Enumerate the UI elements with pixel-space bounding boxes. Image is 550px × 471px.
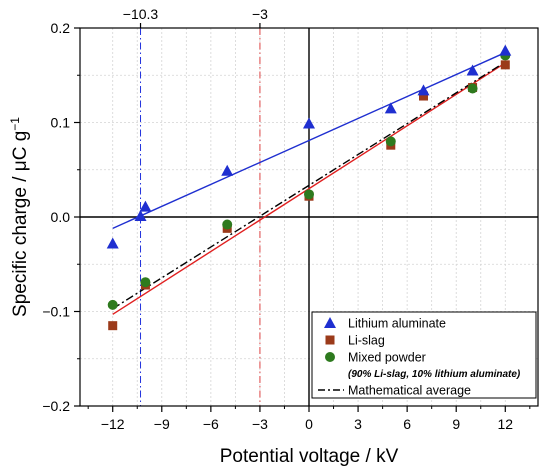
data-point-circle [107, 299, 118, 310]
fit-lines [112, 51, 506, 315]
x-tick-label: −3 [252, 416, 268, 432]
x-tick-label: 3 [354, 416, 362, 432]
legend-marker [325, 335, 335, 345]
zero-lines [80, 28, 538, 406]
data-point-circle [140, 277, 151, 288]
axis-ticks [74, 23, 531, 412]
data-point-triangle [106, 237, 119, 249]
data-point-triangle [303, 117, 315, 129]
legend-label: Mixed powder [348, 351, 426, 365]
data-point-triangle [384, 102, 397, 114]
x-tick-labels: −12 −9 −6 −3 0 3 6 9 12 [101, 416, 513, 432]
data-point-square [419, 91, 428, 101]
y-axis-label-exponent: −1 [8, 117, 22, 131]
fit-line [112, 51, 506, 229]
data-point-triangle [221, 164, 234, 176]
top-marker-label: −10.3 [123, 6, 159, 22]
data-point-circle [222, 219, 233, 230]
x-tick-label: 6 [403, 416, 411, 432]
legend-marker [325, 352, 335, 362]
data-point-circle [467, 83, 478, 94]
y-tick-label: 0.0 [51, 209, 71, 225]
x-tick-label: 9 [452, 416, 460, 432]
data-point-square [500, 60, 510, 70]
y-axis-label-main: Specific charge / μC g [10, 131, 31, 317]
x-axis-label: Potential voltage / kV [220, 446, 399, 467]
fit-line [112, 61, 506, 310]
legend-marker [324, 317, 336, 328]
y-tick-label: −0.2 [42, 398, 70, 414]
x-tick-label: −6 [203, 416, 219, 432]
legend-label: Mathematical average [348, 384, 471, 398]
data-point-triangle [134, 210, 147, 222]
x-tick-label: 12 [497, 416, 513, 432]
top-marker-labels: −10.3 −3 [123, 6, 268, 22]
legend-label: Lithium aluminate [348, 317, 446, 331]
y-tick-label: 0.1 [51, 115, 71, 131]
legend: Lithium aluminate Li-slag Mixed powder (90%… [311, 311, 537, 399]
y-axis-label: Specific charge / μC g−1 [8, 117, 31, 317]
y-tick-label: −0.1 [42, 304, 70, 320]
data-point-triangle [139, 200, 152, 212]
data-point-circle [385, 136, 396, 147]
data-point-triangle [417, 84, 430, 96]
x-tick-label: 0 [305, 416, 313, 432]
y-tick-labels: −0.2 −0.1 0.0 0.1 0.2 [42, 20, 70, 414]
fit-line [112, 62, 506, 315]
legend-sublabel: (90% Li-slag, 10% lithium aluminate) [348, 369, 521, 380]
data-point-circle [304, 189, 314, 200]
x-tick-label: −12 [101, 416, 125, 432]
data-points [106, 44, 512, 331]
y-tick-label: 0.2 [51, 20, 71, 36]
data-point-triangle [466, 64, 479, 76]
legend-label: Li-slag [348, 334, 385, 348]
legend-box [311, 311, 537, 399]
x-tick-label: −9 [154, 416, 170, 432]
top-marker-label: −3 [252, 6, 268, 22]
data-point-square [108, 321, 118, 331]
data-point-triangle [499, 44, 512, 56]
